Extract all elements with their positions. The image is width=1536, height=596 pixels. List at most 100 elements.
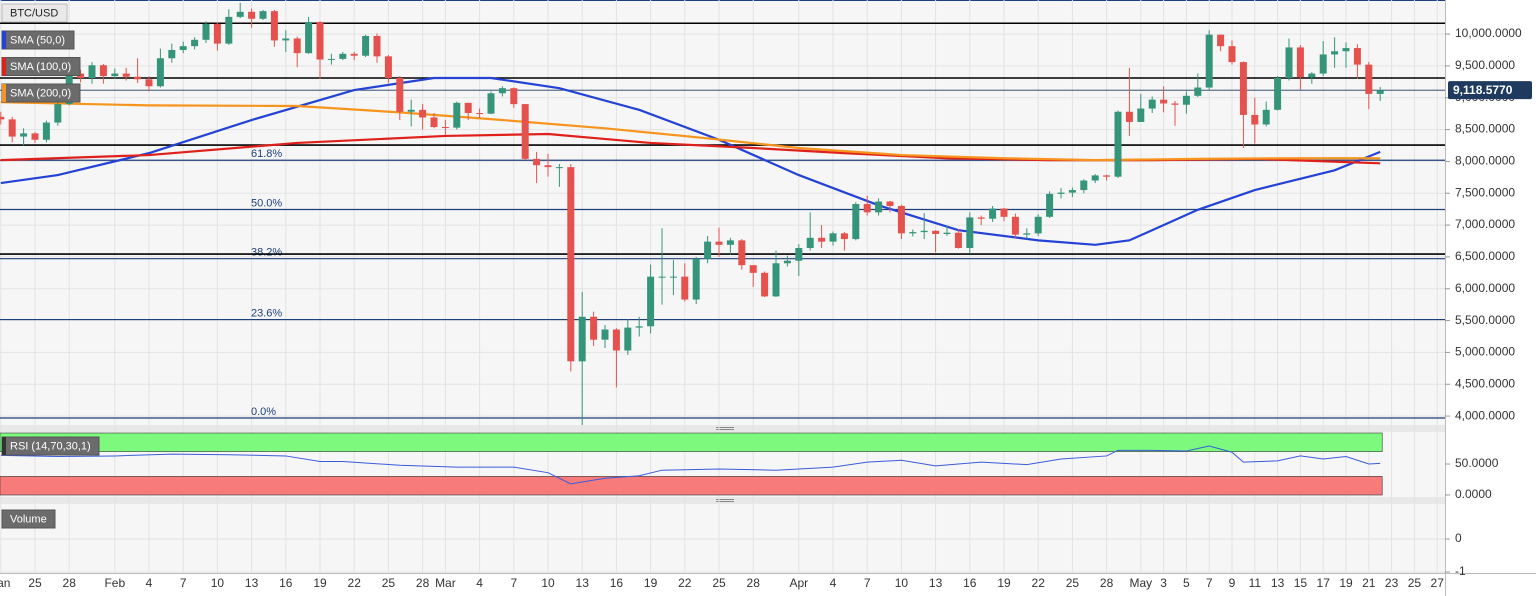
candle-body (943, 232, 951, 234)
panel-separator[interactable] (0, 425, 1445, 432)
levels-layer: 0.0% 23.6% 38.2% 50.0% 61.8% (0, 22, 1445, 419)
legend-label: SMA (100,0) (10, 61, 71, 73)
x-tick-label: 25 (712, 576, 726, 590)
x-tick-label: Mar (435, 576, 456, 590)
x-tick-label: May (1129, 576, 1152, 590)
candle-body (1262, 109, 1270, 125)
x-tick-label: 25 (28, 576, 42, 590)
x-tick-label: 10 (541, 576, 555, 590)
y-tick-label: 0.0000 (1455, 487, 1492, 501)
candle-body (1365, 64, 1373, 94)
candle-body (567, 167, 575, 362)
candle-body (179, 46, 187, 50)
candle-body (920, 230, 928, 233)
candle-body (658, 276, 666, 278)
overbought-band (0, 432, 1383, 452)
x-tick-label: 13 (245, 576, 259, 590)
candle-body (886, 201, 894, 206)
candle-body (156, 58, 164, 87)
x-tick-label: 16 (963, 576, 977, 590)
candle-body (202, 23, 210, 40)
candle-body (875, 201, 883, 213)
x-tick-label: 10 (211, 576, 225, 590)
candle-body (783, 260, 791, 264)
fib-label: 38.2% (251, 247, 282, 259)
candle-body (259, 11, 267, 19)
x-tick-label: 25 (382, 576, 396, 590)
legend-item: BTC/USD (1, 3, 68, 23)
candle-body (248, 11, 256, 19)
candle-body (1182, 95, 1190, 105)
candle-body (726, 240, 734, 245)
candle-body (715, 241, 723, 245)
x-tick-label: Jan (0, 576, 10, 590)
candle-body (122, 73, 130, 77)
x-tick-label: 3 (1160, 576, 1167, 590)
oversold-band (0, 476, 1383, 496)
candle-body (430, 117, 438, 128)
candle-body (635, 326, 643, 328)
sma-line (0, 101, 1381, 162)
legend-item: RSI (14,70,30,1) (1, 436, 100, 456)
candle-body (840, 233, 848, 240)
candle-body (191, 39, 199, 47)
candle-body (464, 102, 472, 114)
legend-swatch (2, 437, 6, 455)
candle-body (521, 104, 529, 159)
candle-body (647, 276, 655, 327)
candle-body (818, 237, 826, 242)
candle-body (1160, 99, 1168, 104)
candle-body (966, 217, 974, 248)
candle-body (1080, 180, 1088, 191)
candle-body (476, 113, 484, 115)
candle-body (88, 65, 96, 78)
candle-body (1376, 90, 1384, 94)
candle-body (1034, 216, 1042, 234)
candle-body (8, 119, 16, 137)
candle-body (624, 327, 632, 351)
legend-swatch (2, 31, 6, 49)
candle-body (544, 165, 552, 168)
candle-body (1068, 190, 1076, 193)
x-tick-label: Apr (789, 576, 808, 590)
x-tick-label: 16 (279, 576, 293, 590)
x-tick-label: 22 (678, 576, 692, 590)
candle-body (453, 102, 461, 128)
candle-body (305, 21, 313, 54)
legend-label: SMA (200,0) (10, 87, 71, 99)
candle-body (99, 65, 107, 77)
candle-body (681, 276, 689, 300)
candle-body (897, 205, 905, 234)
candle-body (795, 247, 803, 261)
y-tick-label: 8,500.0000 (1455, 122, 1515, 136)
candle-body (761, 272, 769, 297)
candle-body (0, 116, 5, 120)
x-tick-label: 16 (610, 576, 624, 590)
fib-label: 50.0% (251, 197, 282, 209)
candle-body (954, 232, 962, 248)
y-tick-label: 4,500.0000 (1455, 376, 1515, 390)
x-tick-label: 28 (747, 576, 761, 590)
candle-body (1296, 47, 1304, 78)
x-tick-label: 25 (1066, 576, 1080, 590)
candle-body (601, 329, 609, 340)
candle-body (407, 109, 415, 112)
axis-layer: Jan 25 28 Feb 4 7 10 13 16 19 22 25 28 Mar 4 7 10 13 16 19 2… (0, 26, 1532, 590)
candle-body (555, 167, 563, 169)
candle-body (533, 158, 541, 166)
x-tick-label: 15 (1294, 576, 1308, 590)
x-tick-label: 19 (997, 576, 1011, 590)
candle-body (1308, 73, 1316, 78)
candle-body (362, 35, 370, 56)
candle-body (806, 237, 814, 248)
candle-body (134, 76, 142, 80)
panel-separator[interactable] (0, 497, 1445, 504)
legend-box (1, 3, 68, 23)
rsi-line (0, 445, 1381, 485)
x-tick-label: 27 (1431, 576, 1445, 590)
legend-label: Volume (10, 513, 47, 525)
candle-body (487, 93, 495, 114)
candle-body (373, 35, 381, 57)
